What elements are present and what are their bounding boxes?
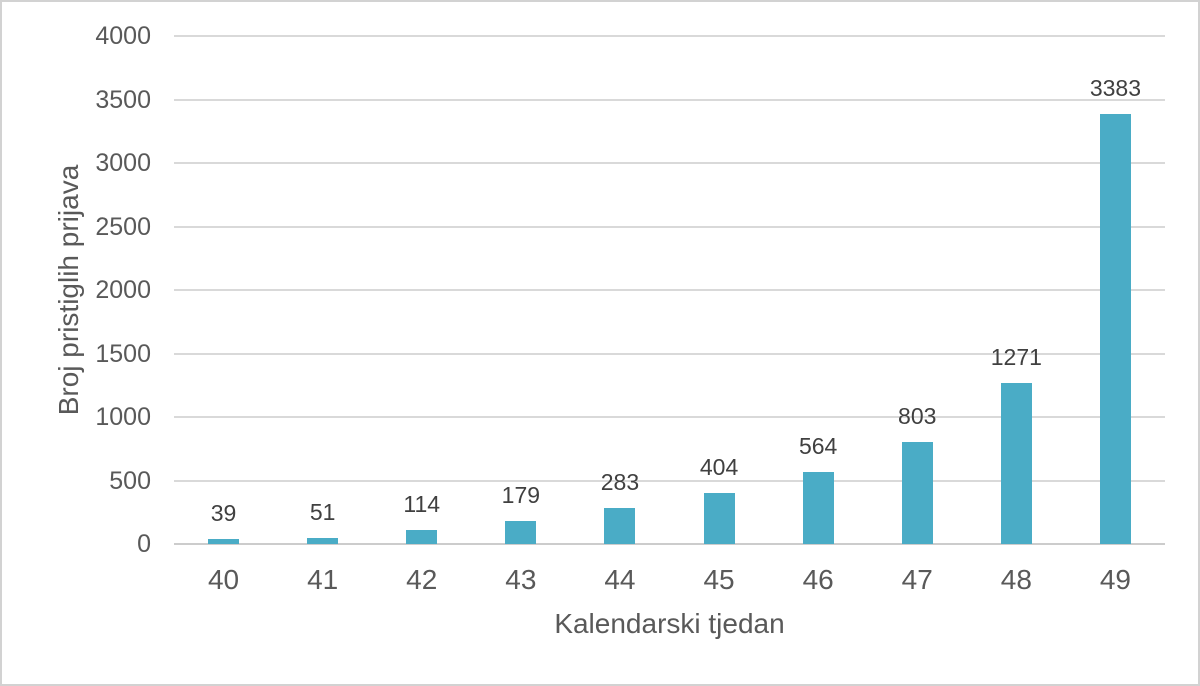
x-axis-title: Kalendarski tjedan [554, 608, 785, 639]
bar-week-44 [604, 508, 636, 544]
y-gridline [174, 352, 1165, 355]
x-tick-label: 44 [604, 564, 636, 595]
x-tick-label: 45 [703, 564, 735, 595]
bar-data-label: 404 [699, 453, 739, 480]
bar-week-45 [703, 492, 735, 544]
y-tick-label: 1000 [95, 403, 151, 431]
y-tick-label: 3500 [95, 85, 151, 114]
x-tick-label: 49 [1099, 564, 1132, 595]
y-tick-label: 4000 [95, 22, 151, 50]
bar-week-47 [901, 442, 933, 544]
x-tick-label: 43 [505, 564, 537, 595]
x-tick-label: 47 [901, 564, 933, 595]
y-tick-label: 1500 [95, 339, 151, 368]
bar-week-46 [802, 472, 834, 544]
y-tick-label: 2000 [95, 276, 151, 304]
bar-week-42 [406, 529, 438, 544]
bar-data-label: 803 [898, 403, 937, 430]
bar-week-40 [208, 539, 240, 544]
y-gridline [174, 289, 1165, 291]
y-gridline [174, 162, 1165, 164]
bar-week-49 [1099, 114, 1131, 544]
plot-area: 39 51 114 179 283 404 564 803 1271 3383 [174, 35, 1165, 545]
y-gridline [174, 98, 1165, 101]
bar-week-41 [307, 537, 339, 544]
bar-data-label: 179 [501, 482, 541, 509]
y-gridline [174, 479, 1165, 482]
bar-data-label: 114 [403, 490, 441, 517]
x-tick-label: 46 [802, 564, 834, 595]
bar-data-label: 1271 [990, 343, 1042, 370]
x-tick-label: 48 [1000, 564, 1032, 595]
bar-week-48 [1000, 382, 1032, 544]
bar-data-label: 51 [309, 498, 336, 525]
bar-data-label: 564 [798, 433, 838, 460]
x-tick-label: 40 [207, 564, 240, 595]
bar-data-label: 3383 [1089, 75, 1142, 102]
y-tick-label: 0 [137, 530, 151, 558]
x-axis-line [174, 543, 1165, 545]
bar-data-label: 39 [210, 500, 237, 527]
x-tick-label: 42 [406, 564, 438, 595]
bar-week-43 [505, 521, 537, 544]
bar-data-label: 283 [600, 469, 640, 496]
y-tick-label: 3000 [95, 149, 151, 177]
x-tick-label: 41 [307, 564, 339, 595]
y-gridline [174, 35, 1165, 37]
y-tick-label: 500 [109, 466, 151, 495]
y-gridline [174, 416, 1165, 418]
y-tick-label: 2500 [95, 212, 151, 241]
y-gridline [174, 225, 1165, 228]
